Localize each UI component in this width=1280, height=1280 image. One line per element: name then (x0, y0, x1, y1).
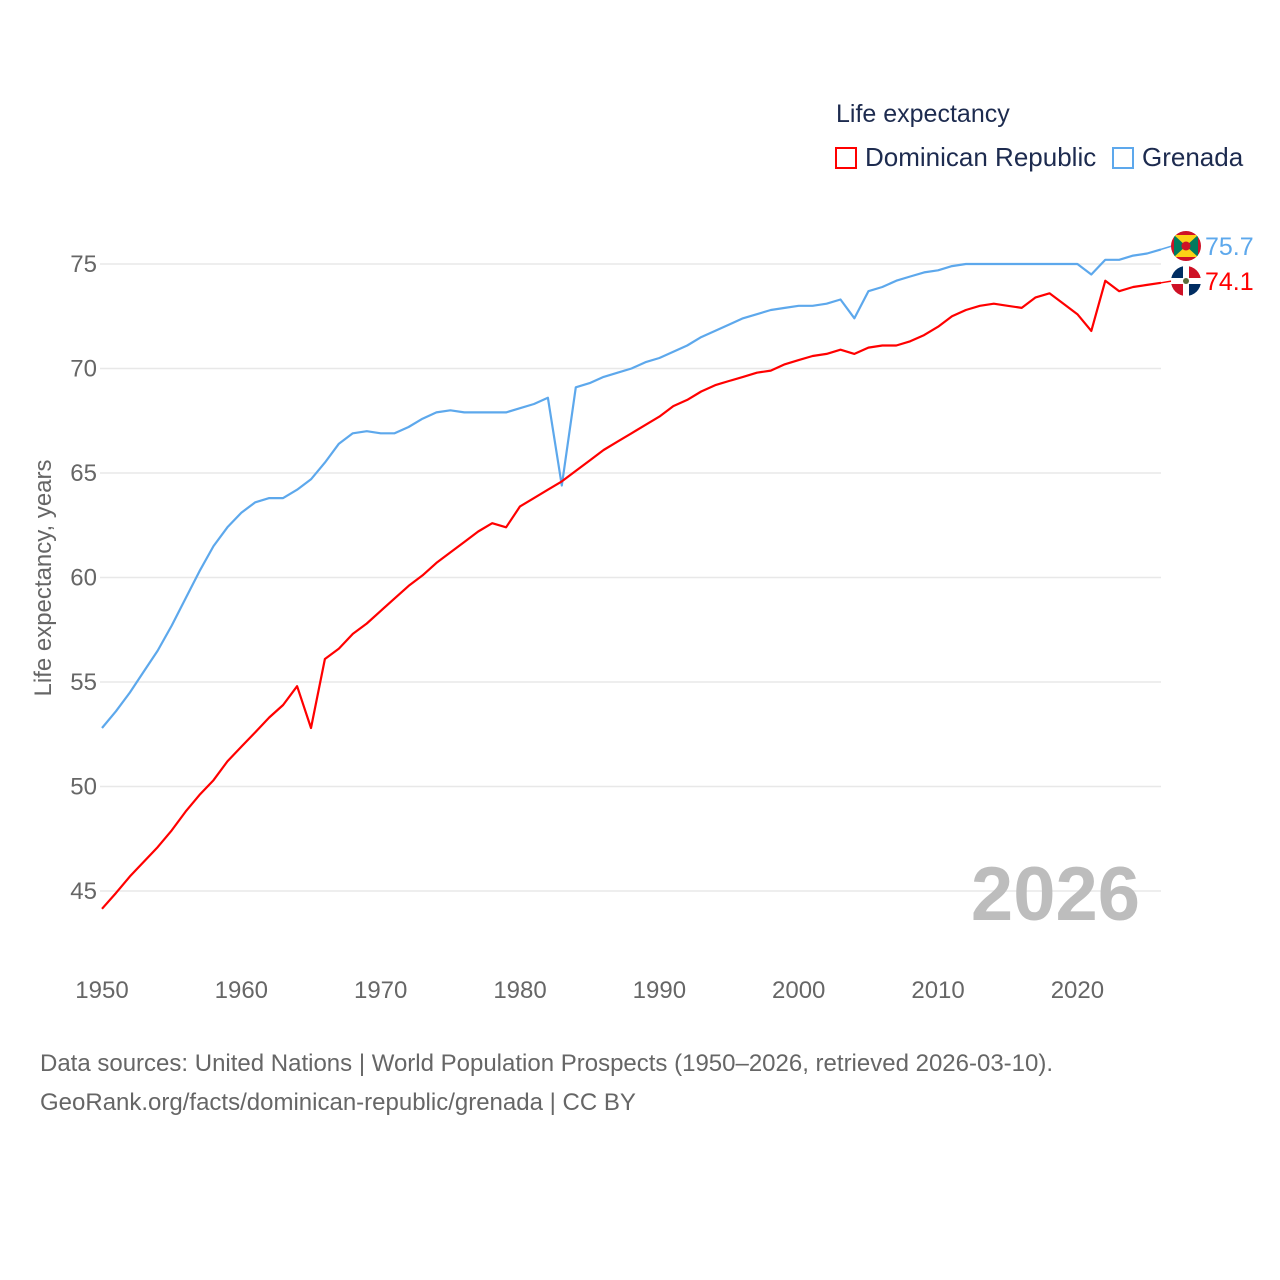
flag-body (1171, 231, 1201, 261)
x-tick-label: 2020 (1051, 977, 1104, 1004)
y-tick-label: 70 (70, 356, 97, 383)
y-tick-label: 50 (70, 774, 97, 801)
y-tick-label: 45 (70, 878, 97, 905)
x-tick-label: 1960 (215, 977, 268, 1004)
flag-quarter (1189, 284, 1201, 296)
legend-label: Dominican Republic (865, 142, 1097, 172)
legend-item-dominican-republic[interactable]: Dominican Republic (835, 142, 1096, 173)
flag-emblem (1183, 278, 1189, 284)
source-line: Data sources: United Nations | World Pop… (40, 1050, 1054, 1077)
y-tick-label: 60 (70, 565, 97, 592)
flag-icon-dominican-republic (1171, 266, 1201, 296)
end-value-label: 75.7 (1205, 233, 1254, 261)
y-tick-label: 75 (70, 251, 97, 278)
legend-item-grenada[interactable]: Grenada (1112, 142, 1243, 173)
flag-quarter (1171, 266, 1183, 278)
legend-title: Life expectancy (836, 100, 1010, 128)
x-tick-label: 2000 (772, 977, 825, 1004)
flag-body (1171, 266, 1201, 296)
x-tick-label: 2010 (911, 977, 964, 1004)
legend-swatch (1112, 146, 1134, 169)
legend-label: Grenada (1142, 142, 1244, 172)
flag-quarter (1189, 266, 1201, 278)
flag-triangle (1174, 246, 1198, 257)
end-label-connector (1160, 245, 1173, 251)
flag-icon-grenada (1171, 231, 1201, 261)
x-tick-label: 1950 (75, 977, 128, 1004)
flag-quarter (1171, 284, 1183, 296)
end-value-label: 74.1 (1205, 268, 1254, 296)
legend-swatch (835, 146, 857, 169)
x-tick-label: 1970 (354, 977, 407, 1004)
series-line-dominican-republic (101, 279, 1162, 910)
source-note: Data sources: United Nations | World Pop… (40, 1044, 1053, 1122)
y-tick-label: 65 (70, 460, 97, 487)
y-axis-label: Life expectancy, years (30, 459, 57, 696)
series-line-grenada (101, 248, 1162, 729)
year-watermark: 2026 (971, 852, 1140, 937)
x-tick-label: 1980 (493, 977, 546, 1004)
source-link[interactable]: GeoRank.org/facts/dominican-republic/gre… (40, 1089, 636, 1116)
end-label-connector (1160, 280, 1173, 284)
x-tick-label: 1990 (633, 977, 686, 1004)
y-tick-label: 55 (70, 669, 97, 696)
flag-center (1181, 241, 1191, 251)
flag-triangle (1174, 235, 1198, 246)
